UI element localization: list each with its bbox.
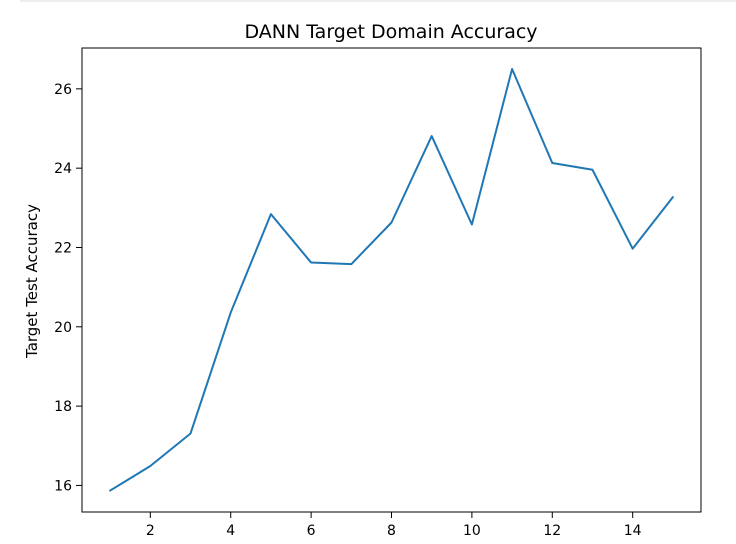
x-tick-label: 12 <box>543 523 561 539</box>
data-point <box>229 311 232 314</box>
x-tick-label: 2 <box>146 523 155 539</box>
data-point <box>551 162 554 165</box>
x-tick-label: 8 <box>387 523 396 539</box>
cell-divider <box>20 0 736 2</box>
chart-title: DANN Target Domain Accuracy <box>244 21 537 43</box>
data-point <box>109 489 112 492</box>
y-tick-label: 16 <box>54 478 72 494</box>
data-point <box>631 247 634 250</box>
data-point <box>350 263 353 266</box>
y-tick-label: 22 <box>54 240 72 256</box>
x-tick-label: 14 <box>624 523 642 539</box>
x-tick-label: 10 <box>463 523 481 539</box>
y-tick-label: 24 <box>54 161 72 177</box>
data-point <box>310 261 313 264</box>
data-point <box>390 221 393 224</box>
y-tick-label: 18 <box>54 399 72 415</box>
y-tick-label: 26 <box>54 82 72 98</box>
data-point <box>671 196 674 199</box>
data-point <box>511 68 514 71</box>
data-point <box>470 223 473 226</box>
y-tick-label: 20 <box>54 320 72 336</box>
data-point <box>149 464 152 467</box>
x-tick-label: 4 <box>226 523 235 539</box>
data-point <box>591 168 594 171</box>
series-line <box>109 68 674 492</box>
data-point <box>269 213 272 216</box>
x-tick-label: 6 <box>307 523 316 539</box>
data-point <box>189 432 192 435</box>
y-axis-label: Target Test Accuracy <box>23 204 41 359</box>
data-point <box>430 135 433 138</box>
plot-frame <box>81 47 702 513</box>
